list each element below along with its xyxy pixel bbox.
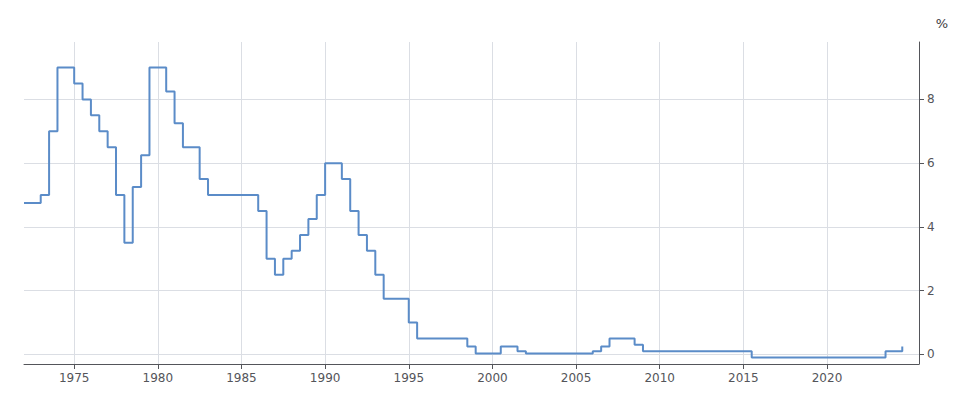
svg-text:2010: 2010 (644, 371, 675, 385)
svg-text:2020: 2020 (812, 371, 843, 385)
svg-text:1985: 1985 (226, 371, 257, 385)
svg-text:2: 2 (927, 284, 935, 298)
svg-text:%: % (936, 16, 948, 31)
svg-text:2015: 2015 (728, 371, 759, 385)
svg-text:0: 0 (927, 347, 935, 361)
svg-text:1975: 1975 (59, 371, 90, 385)
svg-text:4: 4 (927, 220, 935, 234)
svg-text:6: 6 (927, 156, 935, 170)
svg-text:1990: 1990 (310, 371, 341, 385)
svg-text:8: 8 (927, 92, 935, 106)
svg-text:1980: 1980 (143, 371, 174, 385)
svg-text:2000: 2000 (477, 371, 508, 385)
svg-text:2005: 2005 (561, 371, 592, 385)
svg-text:1995: 1995 (393, 371, 424, 385)
